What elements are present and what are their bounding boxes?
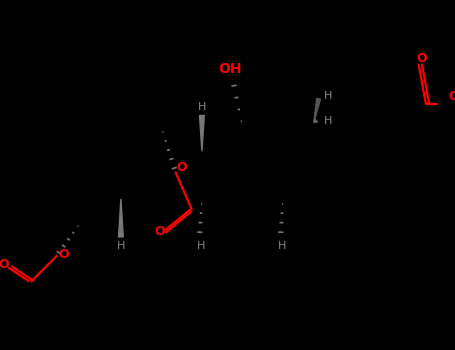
Text: O: O — [449, 90, 455, 103]
Text: H: H — [197, 240, 205, 251]
Polygon shape — [199, 116, 204, 151]
Text: H: H — [198, 102, 206, 112]
Text: O: O — [154, 225, 165, 238]
Text: OH: OH — [219, 62, 242, 76]
Text: H: H — [278, 240, 286, 251]
Text: O: O — [417, 52, 427, 65]
Text: H: H — [324, 91, 332, 102]
Text: O: O — [176, 161, 187, 174]
Text: O: O — [0, 258, 10, 271]
Text: H: H — [117, 240, 125, 251]
Text: H: H — [324, 116, 332, 126]
Polygon shape — [314, 98, 320, 122]
Text: O: O — [58, 247, 69, 261]
Polygon shape — [118, 199, 123, 237]
